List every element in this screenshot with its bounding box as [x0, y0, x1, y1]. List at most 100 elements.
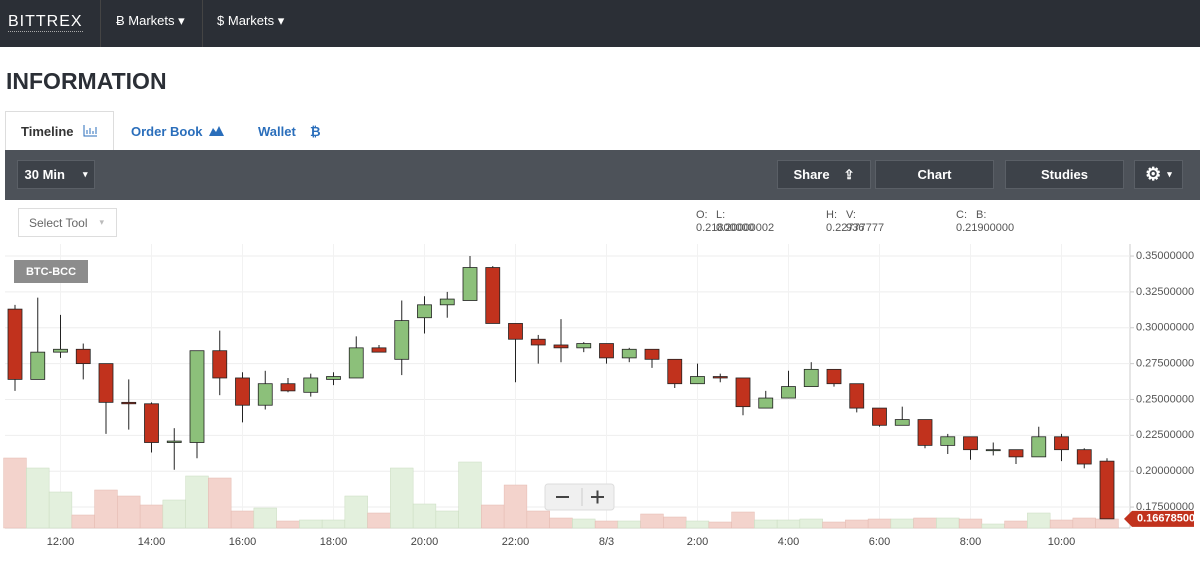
interval-button[interactable]: 30 Min ▾	[17, 160, 95, 189]
chart-toolbar: 30 Min ▾ Share ⇪ Chart Studies ⚙ ▾	[5, 150, 1200, 200]
tab-active[interactable]: Timeline	[5, 111, 114, 151]
volume-bar	[481, 504, 505, 529]
volume-bar	[435, 510, 459, 529]
volume-bar	[299, 519, 323, 529]
candle-body	[462, 267, 478, 301]
candle-body	[485, 267, 501, 324]
studies-button[interactable]: Studies	[1005, 160, 1124, 189]
volume-bar	[458, 461, 482, 529]
settings-button[interactable]: ⚙ ▾	[1134, 160, 1183, 189]
volume-bar	[139, 504, 164, 529]
last-price-label: 0.16678500	[1137, 513, 1195, 525]
candle-body	[985, 449, 1001, 452]
volume-bar	[799, 518, 823, 529]
candle-body	[576, 343, 592, 349]
x-tick-label: 6:00	[869, 536, 890, 548]
ohlc-key: L:	[716, 209, 726, 221]
x-tick-label: 18:00	[320, 536, 348, 548]
candle-body	[1099, 460, 1115, 520]
nav-icon: $	[217, 13, 225, 28]
volume-bar	[845, 519, 869, 529]
y-tick-label: 0.35000000	[1136, 250, 1194, 262]
volume-bar	[412, 503, 437, 529]
volume-bar	[731, 511, 755, 529]
candle-body	[1054, 436, 1069, 451]
volume-bar	[1095, 518, 1119, 529]
candle-body	[940, 436, 956, 446]
candle-body	[166, 440, 182, 443]
candle-body	[7, 308, 23, 380]
volume-bar	[1049, 519, 1074, 529]
candle-body	[1076, 449, 1092, 465]
volume-bar	[230, 510, 255, 529]
candle-body	[144, 403, 159, 443]
nav-divider	[100, 0, 203, 47]
volume-bar	[503, 484, 528, 529]
candle-body	[917, 419, 933, 446]
candle-body	[98, 363, 114, 403]
nav-item[interactable]: $ Markets ▾	[217, 13, 285, 28]
y-tick-label: 0.20000000	[1136, 465, 1194, 477]
nav-label: Markets	[227, 13, 275, 28]
select-tool[interactable]: Select Tool ▾	[18, 208, 117, 237]
candle-body	[417, 304, 432, 319]
volume-bar	[71, 514, 95, 529]
nav-item[interactable]: Ƀ Markets ▾	[116, 13, 185, 28]
volume-bar	[1004, 520, 1028, 529]
candle-body	[508, 323, 523, 340]
ohlc-key: C:	[956, 209, 967, 221]
volume-bar	[572, 518, 596, 529]
volume-bar	[321, 519, 346, 529]
volume-bar	[936, 517, 960, 529]
candle-body	[371, 347, 387, 353]
volume-bar	[48, 491, 73, 529]
ohlc-value: 936	[846, 222, 865, 234]
y-tick-label: 0.25000000	[1136, 393, 1194, 405]
candle-body	[667, 358, 683, 385]
candle-body	[963, 436, 978, 451]
volume-bar	[367, 512, 391, 529]
volume-bar	[685, 520, 710, 529]
share-button[interactable]: Share ⇪	[777, 160, 871, 189]
y-tick-label: 0.32500000	[1136, 286, 1194, 298]
candle-body	[849, 383, 865, 409]
volume-bar	[617, 520, 641, 529]
candle-body	[553, 344, 569, 349]
volume-bar	[776, 519, 801, 529]
candle-body	[1031, 436, 1047, 458]
select-tool-label: Select Tool	[29, 215, 88, 230]
chart-label: Chart	[917, 167, 952, 182]
volume-bar	[867, 518, 892, 529]
candle-body	[621, 348, 637, 359]
candle-body	[280, 383, 296, 392]
ohlc-value: 0.21800000	[696, 222, 755, 234]
candle-body	[758, 397, 774, 409]
logo[interactable]: BITTREX	[8, 13, 83, 32]
candle-body	[189, 350, 205, 443]
volume-bar	[981, 523, 1005, 529]
volume-bar	[26, 467, 50, 529]
studies-label: Studies	[1041, 167, 1088, 182]
candle-body	[690, 376, 705, 385]
ohlc-value: 0.20000002	[716, 222, 775, 234]
y-tick-label: 0.22500000	[1136, 429, 1194, 441]
ohlc-value	[976, 222, 1086, 235]
chart-button[interactable]: Chart	[875, 160, 994, 189]
y-tick-label: 0.27500000	[1136, 358, 1194, 370]
volume-bar	[754, 519, 778, 529]
x-tick-label: 8:00	[960, 536, 981, 548]
nav-icon: Ƀ	[116, 13, 125, 28]
ohlc-key: B:	[976, 209, 987, 221]
volume-bar	[526, 510, 550, 529]
volume-bar	[117, 495, 141, 529]
symbol-badge	[14, 260, 88, 283]
tab-label[interactable]: Order Book	[131, 124, 203, 139]
volume-bar	[276, 520, 300, 529]
volume-bar	[708, 521, 732, 529]
volume-bar	[208, 477, 232, 529]
volume-bar	[958, 518, 983, 529]
tab-label[interactable]: Wallet	[258, 124, 296, 139]
candle-body	[212, 350, 228, 379]
volume-bar	[185, 475, 209, 529]
